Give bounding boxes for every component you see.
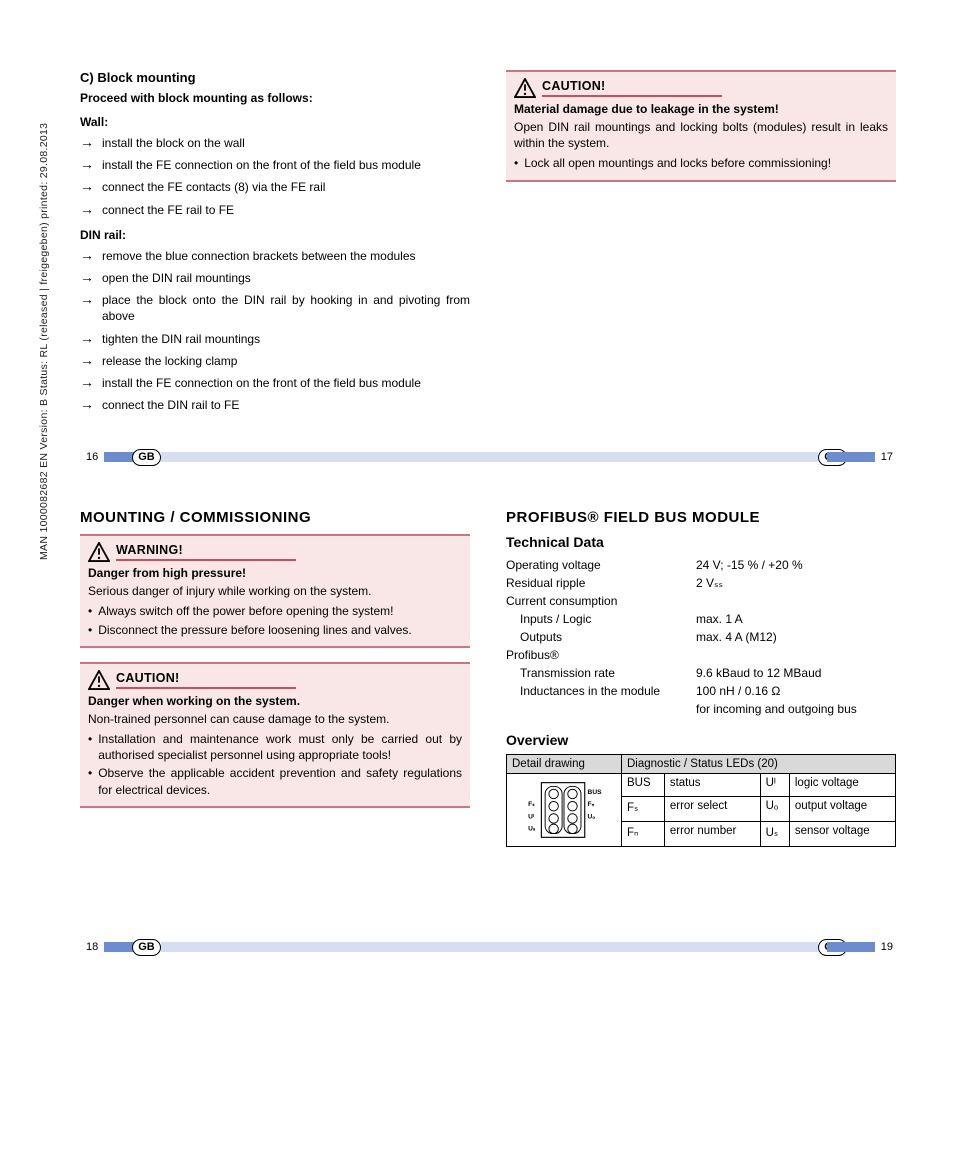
warning-bullet-2: Disconnect the pressure before loosening…	[88, 622, 462, 638]
tech-row: Operating voltage24 V; -15 % / +20 %	[506, 556, 896, 574]
page-19-column: PROFIBUS® FIELD BUS MODULE Technical Dat…	[506, 509, 896, 847]
caution-subhead: Material damage due to leakage in the sy…	[514, 102, 888, 116]
caution2-subhead: Danger when working on the system.	[88, 694, 462, 708]
cell: error select	[664, 796, 760, 821]
wall-step: install the FE connection on the front o…	[80, 157, 470, 173]
svg-text:Fₛ: Fₛ	[528, 801, 535, 808]
detail-drawing-cell: BUS Fₙ Uₒ Fₛ Uᴵ Uₛ	[507, 774, 622, 847]
caution-text: Open DIN rail mountings and locking bolt…	[514, 119, 888, 151]
caution-icon	[88, 670, 110, 690]
footer-18-19: 18 GB GB 19	[80, 937, 899, 957]
footer-stripe	[161, 942, 819, 952]
din-heading: DIN rail:	[80, 228, 470, 242]
overview-heading: Overview	[506, 732, 896, 748]
caution-bullet-1: Lock all open mountings and locks before…	[514, 155, 888, 171]
din-step: tighten the DIN rail mountings	[80, 331, 470, 347]
cell: Uᴵ	[760, 774, 789, 797]
cell: sensor voltage	[789, 822, 895, 847]
wall-step: install the block on the wall	[80, 135, 470, 151]
wall-step: connect the FE rail to FE	[80, 202, 470, 218]
caution2-text: Non-trained personnel can cause damage t…	[88, 711, 462, 727]
footer-accent	[827, 942, 875, 952]
page-17-column: CAUTION! Material damage due to leakage …	[506, 70, 896, 419]
din-steps-list: remove the blue connection brackets betw…	[80, 248, 470, 414]
svg-text:Uₒ: Uₒ	[588, 814, 596, 821]
led-drawing: BUS Fₙ Uₒ Fₛ Uᴵ Uₛ	[514, 777, 614, 843]
tech-row: for incoming and outgoing bus	[506, 700, 896, 718]
caution-leakage-box: CAUTION! Material damage due to leakage …	[506, 70, 896, 182]
warning-bullets: Always switch off the power before openi…	[88, 603, 462, 637]
warning-icon	[88, 542, 110, 562]
caution2-bullet-2: Observe the applicable accident preventi…	[88, 765, 462, 797]
tech-row: Outputsmax. 4 A (M12)	[506, 628, 896, 646]
din-step: open the DIN rail mountings	[80, 270, 470, 286]
profibus-title: PROFIBUS® FIELD BUS MODULE	[506, 509, 896, 526]
block-mounting-sub: Proceed with block mounting as follows:	[80, 91, 470, 105]
caution2-title: CAUTION!	[116, 671, 296, 685]
warning-bullet-1: Always switch off the power before openi…	[88, 603, 462, 619]
cell: error number	[664, 822, 760, 847]
wall-step: connect the FE contacts (8) via the FE r…	[80, 179, 470, 195]
page-num-19: 19	[875, 941, 899, 953]
din-step: install the FE connection on the front o…	[80, 375, 470, 391]
page-num-16: 16	[80, 451, 104, 463]
svg-text:Fₙ: Fₙ	[588, 801, 595, 808]
mounting-commissioning-title: MOUNTING / COMMISSIONING	[80, 509, 470, 526]
cell: BUS	[622, 774, 665, 797]
warning-pressure-box: WARNING! Danger from high pressure! Seri…	[80, 534, 470, 648]
caution2-bullets: Installation and maintenance work must o…	[88, 731, 462, 798]
cell: Fₛ	[622, 796, 665, 821]
block-mounting-heading: C) Block mounting	[80, 70, 470, 85]
caution-bullets: Lock all open mountings and locks before…	[514, 155, 888, 171]
din-step: connect the DIN rail to FE	[80, 397, 470, 413]
cell: Uₛ	[760, 822, 789, 847]
tech-row: Residual ripple2 Vₛₛ	[506, 574, 896, 592]
footer-16-17: 16 GB GB 17	[80, 447, 899, 467]
tech-row: Current consumption	[506, 592, 896, 610]
gb-badge: GB	[132, 939, 161, 956]
cell: Uₒ	[760, 796, 789, 821]
din-step: release the locking clamp	[80, 353, 470, 369]
tech-row: Transmission rate9.6 kBaud to 12 MBaud	[506, 664, 896, 682]
th-detail: Detail drawing	[507, 755, 622, 774]
din-step: place the block onto the DIN rail by hoo…	[80, 292, 470, 324]
technical-data-heading: Technical Data	[506, 534, 896, 550]
footer-accent	[827, 452, 875, 462]
svg-text:Uᴵ: Uᴵ	[528, 814, 534, 821]
page-num-18: 18	[80, 941, 104, 953]
technical-data-list: Operating voltage24 V; -15 % / +20 %Resi…	[506, 556, 896, 718]
footer-stripe	[161, 452, 819, 462]
led-status-table: Detail drawing Diagnostic / Status LEDs …	[506, 754, 896, 847]
vertical-meta-text: MAN 1000082682 EN Version: B Status: RL …	[38, 123, 50, 560]
cell: Fₙ	[622, 822, 665, 847]
th-diag: Diagnostic / Status LEDs (20)	[622, 755, 896, 774]
caution2-red-rule	[116, 687, 296, 689]
warning-text: Serious danger of injury while working o…	[88, 583, 462, 599]
cell: logic voltage	[789, 774, 895, 797]
svg-text:Uₛ: Uₛ	[528, 826, 536, 833]
caution-red-rule	[542, 95, 722, 97]
caution-system-box: CAUTION! Danger when working on the syst…	[80, 662, 470, 808]
wall-steps-list: install the block on the wall install the…	[80, 135, 470, 218]
warning-red-rule	[116, 559, 296, 561]
din-step: remove the blue connection brackets betw…	[80, 248, 470, 264]
gb-badge: GB	[132, 449, 161, 466]
page-18-column: MOUNTING / COMMISSIONING WARNING! Danger…	[80, 509, 470, 847]
page-16-column: C) Block mounting Proceed with block mou…	[80, 70, 470, 419]
warning-subhead: Danger from high pressure!	[88, 566, 462, 580]
svg-text:BUS: BUS	[588, 789, 603, 796]
caution-icon	[514, 78, 536, 98]
caution-title: CAUTION!	[542, 79, 722, 93]
tech-row: Inductances in the module100 nH / 0.16 Ω	[506, 682, 896, 700]
tech-row: Inputs / Logicmax. 1 A	[506, 610, 896, 628]
caution2-bullet-1: Installation and maintenance work must o…	[88, 731, 462, 763]
tech-row: Profibus®	[506, 646, 896, 664]
cell: output voltage	[789, 796, 895, 821]
wall-heading: Wall:	[80, 115, 470, 129]
page-num-17: 17	[875, 451, 899, 463]
cell: status	[664, 774, 760, 797]
warning-title: WARNING!	[116, 543, 296, 557]
